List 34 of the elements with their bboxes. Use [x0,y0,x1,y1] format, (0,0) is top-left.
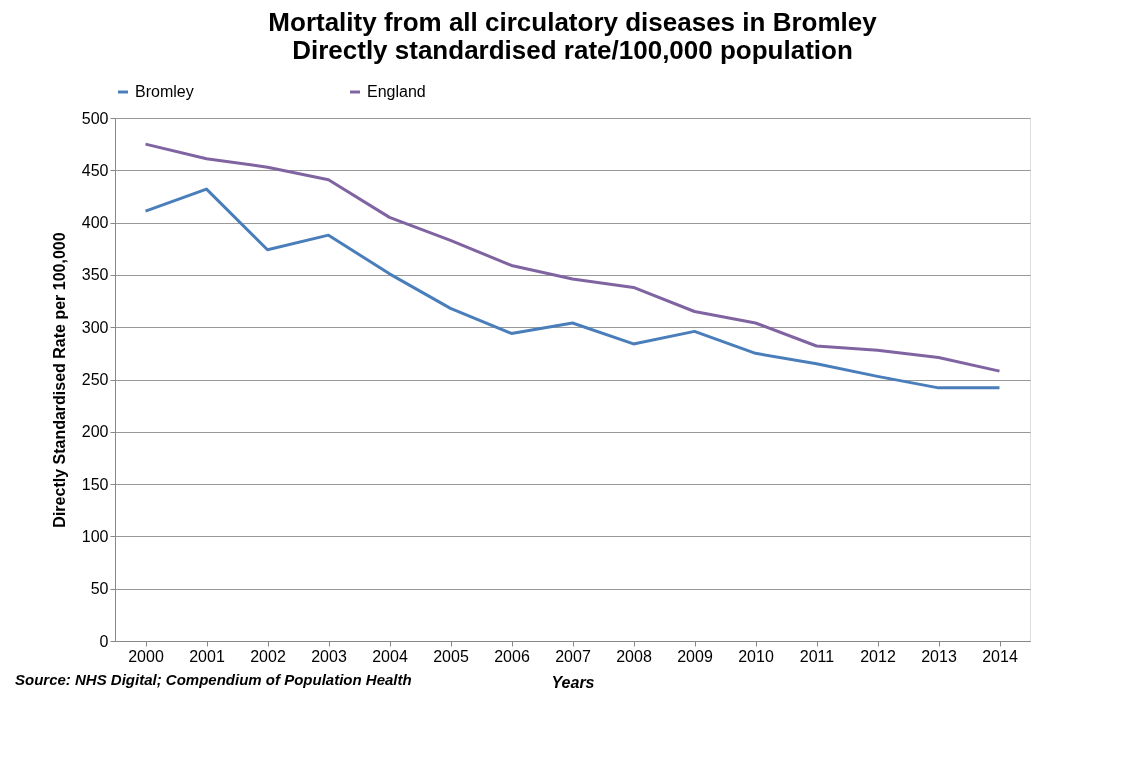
x-axis-title: Years [551,673,595,691]
x-tick-label: 2005 [433,647,469,665]
y-tick-label: 150 [81,475,109,493]
y-tick-label: 300 [81,318,109,336]
y-tick-label: 250 [81,371,109,388]
x-tick-label: 2010 [738,647,774,665]
line-series [144,142,1001,373]
legend-label: Bromley [135,83,194,100]
source-note: Source: NHS Digital; Compendium of Population Health [15,671,412,688]
x-tick-label: 2011 [799,647,835,665]
y-tick-label: 500 [81,109,109,127]
x-tick-label: 2000 [128,647,164,665]
x-tick-label: 2003 [311,647,347,665]
chart-title: Mortality from all circulatory diseases in Bromley Directly standardised rate/100,000 population [268,7,878,65]
y-tick-label: 50 [90,580,109,598]
y-tick-label: 100 [81,527,109,545]
x-tick-label: 2004 [372,647,408,665]
x-tick-label: 2014 [982,647,1018,665]
x-tick-label: 2001 [189,647,225,665]
x-tick-label: 2007 [555,647,591,665]
line-series [144,187,1001,390]
x-tick-label: 2002 [250,647,286,665]
y-tick-label: 0 [99,632,109,650]
y-tick-label: 450 [81,161,109,179]
x-tick-label: 2006 [494,647,530,665]
x-tick-label: 2012 [860,647,896,665]
y-tick-label: 350 [81,266,109,284]
y-tick-label: 200 [81,423,109,441]
x-tick-label: 2009 [677,647,713,665]
y-tick-label: 400 [81,214,109,232]
legend-label: England [367,83,426,100]
x-tick-label: 2008 [616,647,652,665]
x-tick-label: 2013 [921,647,957,665]
y-axis-title: Directly Standardised Rate per 100,000 [50,232,68,528]
